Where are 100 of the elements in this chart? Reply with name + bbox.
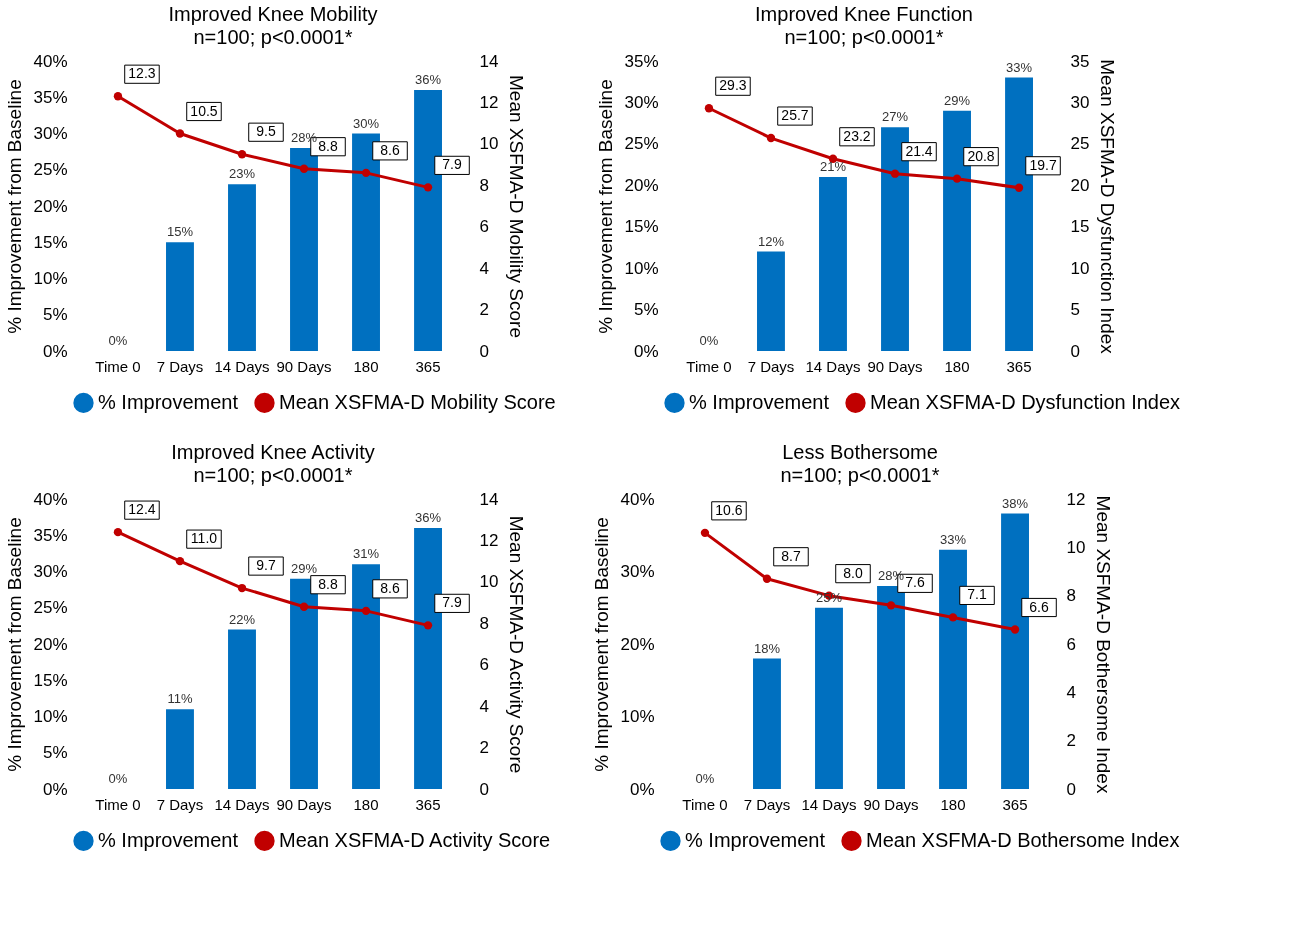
data-label: 8.6 bbox=[380, 579, 400, 596]
y2-axis-title: Mean XSFMA-D Bothersome Index bbox=[1093, 495, 1115, 794]
data-label: 38% bbox=[1002, 495, 1029, 511]
bar bbox=[228, 629, 256, 789]
y2-axis-title: Mean XSFMA-D Mobility Score bbox=[506, 75, 528, 338]
x-tick-label: Time 0 bbox=[682, 795, 728, 813]
data-label: 8.7 bbox=[781, 547, 801, 564]
y2-tick-label: 4 bbox=[479, 258, 489, 278]
y2-tick-label: 2 bbox=[479, 738, 489, 758]
data-label: 11.0 bbox=[190, 530, 218, 547]
x-tick-label: 180 bbox=[944, 357, 970, 375]
bar bbox=[352, 564, 380, 789]
x-tick-label: 14 Days bbox=[214, 357, 270, 375]
chart-title: Improved Knee Mobility bbox=[168, 3, 378, 25]
data-label: 36% bbox=[415, 72, 442, 87]
x-tick-label: 7 Days bbox=[156, 357, 204, 375]
data-label: 33% bbox=[1006, 59, 1033, 75]
bar bbox=[290, 578, 318, 789]
x-tick-label: 14 Days bbox=[801, 795, 857, 813]
y-tick-label: 20% bbox=[624, 175, 659, 195]
y2-tick-label: 15 bbox=[1070, 217, 1090, 237]
y2-tick-label: 4 bbox=[479, 696, 489, 716]
y2-tick-label: 8 bbox=[1066, 586, 1076, 606]
bar bbox=[352, 133, 380, 351]
point bbox=[423, 183, 433, 192]
y-tick-label: 15% bbox=[33, 670, 68, 690]
data-label: 18% bbox=[753, 640, 781, 656]
y-tick-label: 20% bbox=[620, 634, 655, 654]
y2-tick-label: 20 bbox=[1070, 175, 1090, 195]
data-label: 12% bbox=[757, 233, 785, 249]
y2-tick-label: 6 bbox=[1066, 634, 1076, 654]
data-label: 7.9 bbox=[442, 594, 462, 611]
bar bbox=[166, 242, 194, 351]
point bbox=[175, 556, 185, 566]
data-label: 8.6 bbox=[380, 141, 400, 158]
y2-tick-label: 10 bbox=[479, 134, 499, 154]
x-tick-label: 14 Days bbox=[214, 795, 270, 813]
y-tick-label: 0% bbox=[42, 779, 68, 799]
y2-tick-label: 2 bbox=[479, 300, 489, 320]
point bbox=[361, 168, 371, 178]
bar bbox=[757, 251, 785, 351]
data-label: 8.0 bbox=[843, 564, 863, 581]
point bbox=[361, 606, 371, 616]
x-tick-label: Time 0 bbox=[95, 795, 141, 813]
x-tick-label: 365 bbox=[415, 795, 441, 813]
point bbox=[762, 574, 772, 583]
data-label: 8.8 bbox=[318, 575, 338, 592]
point bbox=[766, 133, 776, 143]
bar bbox=[753, 658, 781, 789]
x-tick-label: 7 Days bbox=[156, 795, 204, 813]
x-tick-label: 180 bbox=[353, 357, 379, 375]
data-label: 22% bbox=[228, 611, 256, 627]
data-label: 33% bbox=[940, 531, 967, 547]
y-tick-label: 20% bbox=[33, 196, 68, 216]
y-axis-title: % Improvement from Baseline bbox=[595, 79, 617, 334]
chart-title: Improved Knee Activity bbox=[171, 441, 375, 463]
point bbox=[113, 92, 123, 101]
data-label: 36% bbox=[415, 510, 442, 525]
y2-tick-label: 0 bbox=[1066, 779, 1076, 799]
y-tick-label: 35% bbox=[33, 87, 68, 107]
point bbox=[700, 528, 710, 538]
data-label: 19.7 bbox=[1029, 156, 1057, 173]
data-label: 25.7 bbox=[781, 107, 809, 124]
data-label: 23% bbox=[228, 166, 256, 182]
bar bbox=[877, 586, 905, 789]
point bbox=[423, 621, 433, 630]
point bbox=[175, 129, 185, 138]
y-tick-label: 25% bbox=[624, 134, 659, 154]
point bbox=[299, 164, 309, 173]
x-tick-label: 90 Days bbox=[276, 795, 332, 813]
bar bbox=[290, 148, 318, 351]
chart-subtitle: n=100; p<0.0001* bbox=[784, 26, 944, 48]
point bbox=[948, 613, 958, 622]
y2-tick-label: 10 bbox=[1066, 537, 1086, 557]
y-tick-label: 30% bbox=[624, 92, 659, 112]
data-label: 21.4 bbox=[905, 142, 933, 159]
bar bbox=[1001, 513, 1029, 789]
y2-tick-label: 14 bbox=[479, 489, 499, 509]
y2-tick-label: 12 bbox=[479, 92, 499, 112]
x-tick-label: 180 bbox=[940, 795, 966, 813]
x-tick-label: 365 bbox=[1006, 357, 1032, 375]
y-tick-label: 30% bbox=[33, 562, 68, 581]
y2-tick-label: 6 bbox=[479, 217, 489, 237]
y-tick-label: 5% bbox=[42, 305, 68, 325]
data-label: 28% bbox=[877, 568, 905, 583]
y2-tick-label: 30 bbox=[1070, 92, 1090, 112]
y-tick-label: 10% bbox=[33, 707, 68, 726]
y-tick-label: 25% bbox=[33, 598, 68, 618]
legend-label: Mean XSFMA-D Mobility Score bbox=[279, 390, 556, 413]
data-label: 29.3 bbox=[719, 77, 747, 94]
y2-tick-label: 5 bbox=[1070, 300, 1080, 320]
bar bbox=[414, 528, 442, 789]
y-tick-label: 20% bbox=[33, 634, 68, 654]
y2-tick-label: 4 bbox=[1066, 682, 1076, 702]
y-tick-label: 35% bbox=[33, 525, 68, 545]
y-axis-title: % Improvement from Baseline bbox=[4, 517, 26, 772]
legend-label: Mean XSFMA-D Bothersome Index bbox=[866, 828, 1180, 851]
y-axis-title: % Improvement from Baseline bbox=[591, 517, 613, 772]
data-label: 27% bbox=[881, 109, 909, 125]
chart-title: Improved Knee Function bbox=[755, 3, 973, 25]
